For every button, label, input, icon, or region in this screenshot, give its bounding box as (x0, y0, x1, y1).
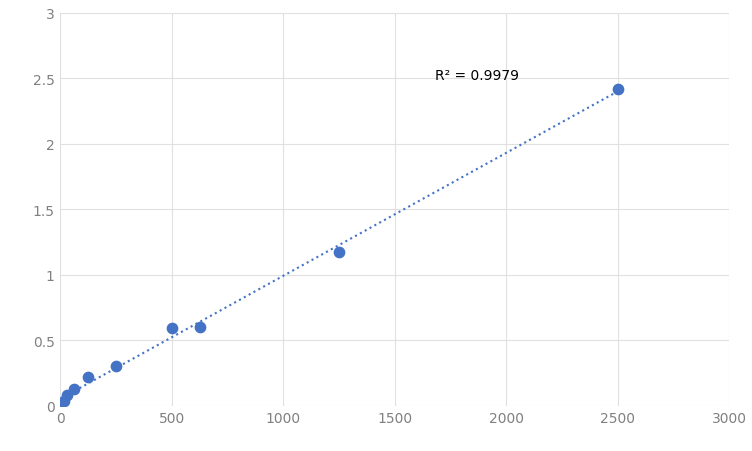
Point (110, 363, 122, 370)
Point (193, 324, 205, 331)
Point (68, 385, 80, 392)
Point (54, 401, 66, 408)
Point (165, 325, 177, 332)
Point (333, 249, 345, 257)
Point (61, 392, 73, 399)
Point (82, 373, 94, 381)
Text: R² = 0.9979: R² = 0.9979 (435, 69, 519, 83)
Point (57, 397, 69, 404)
Point (612, 86, 624, 93)
